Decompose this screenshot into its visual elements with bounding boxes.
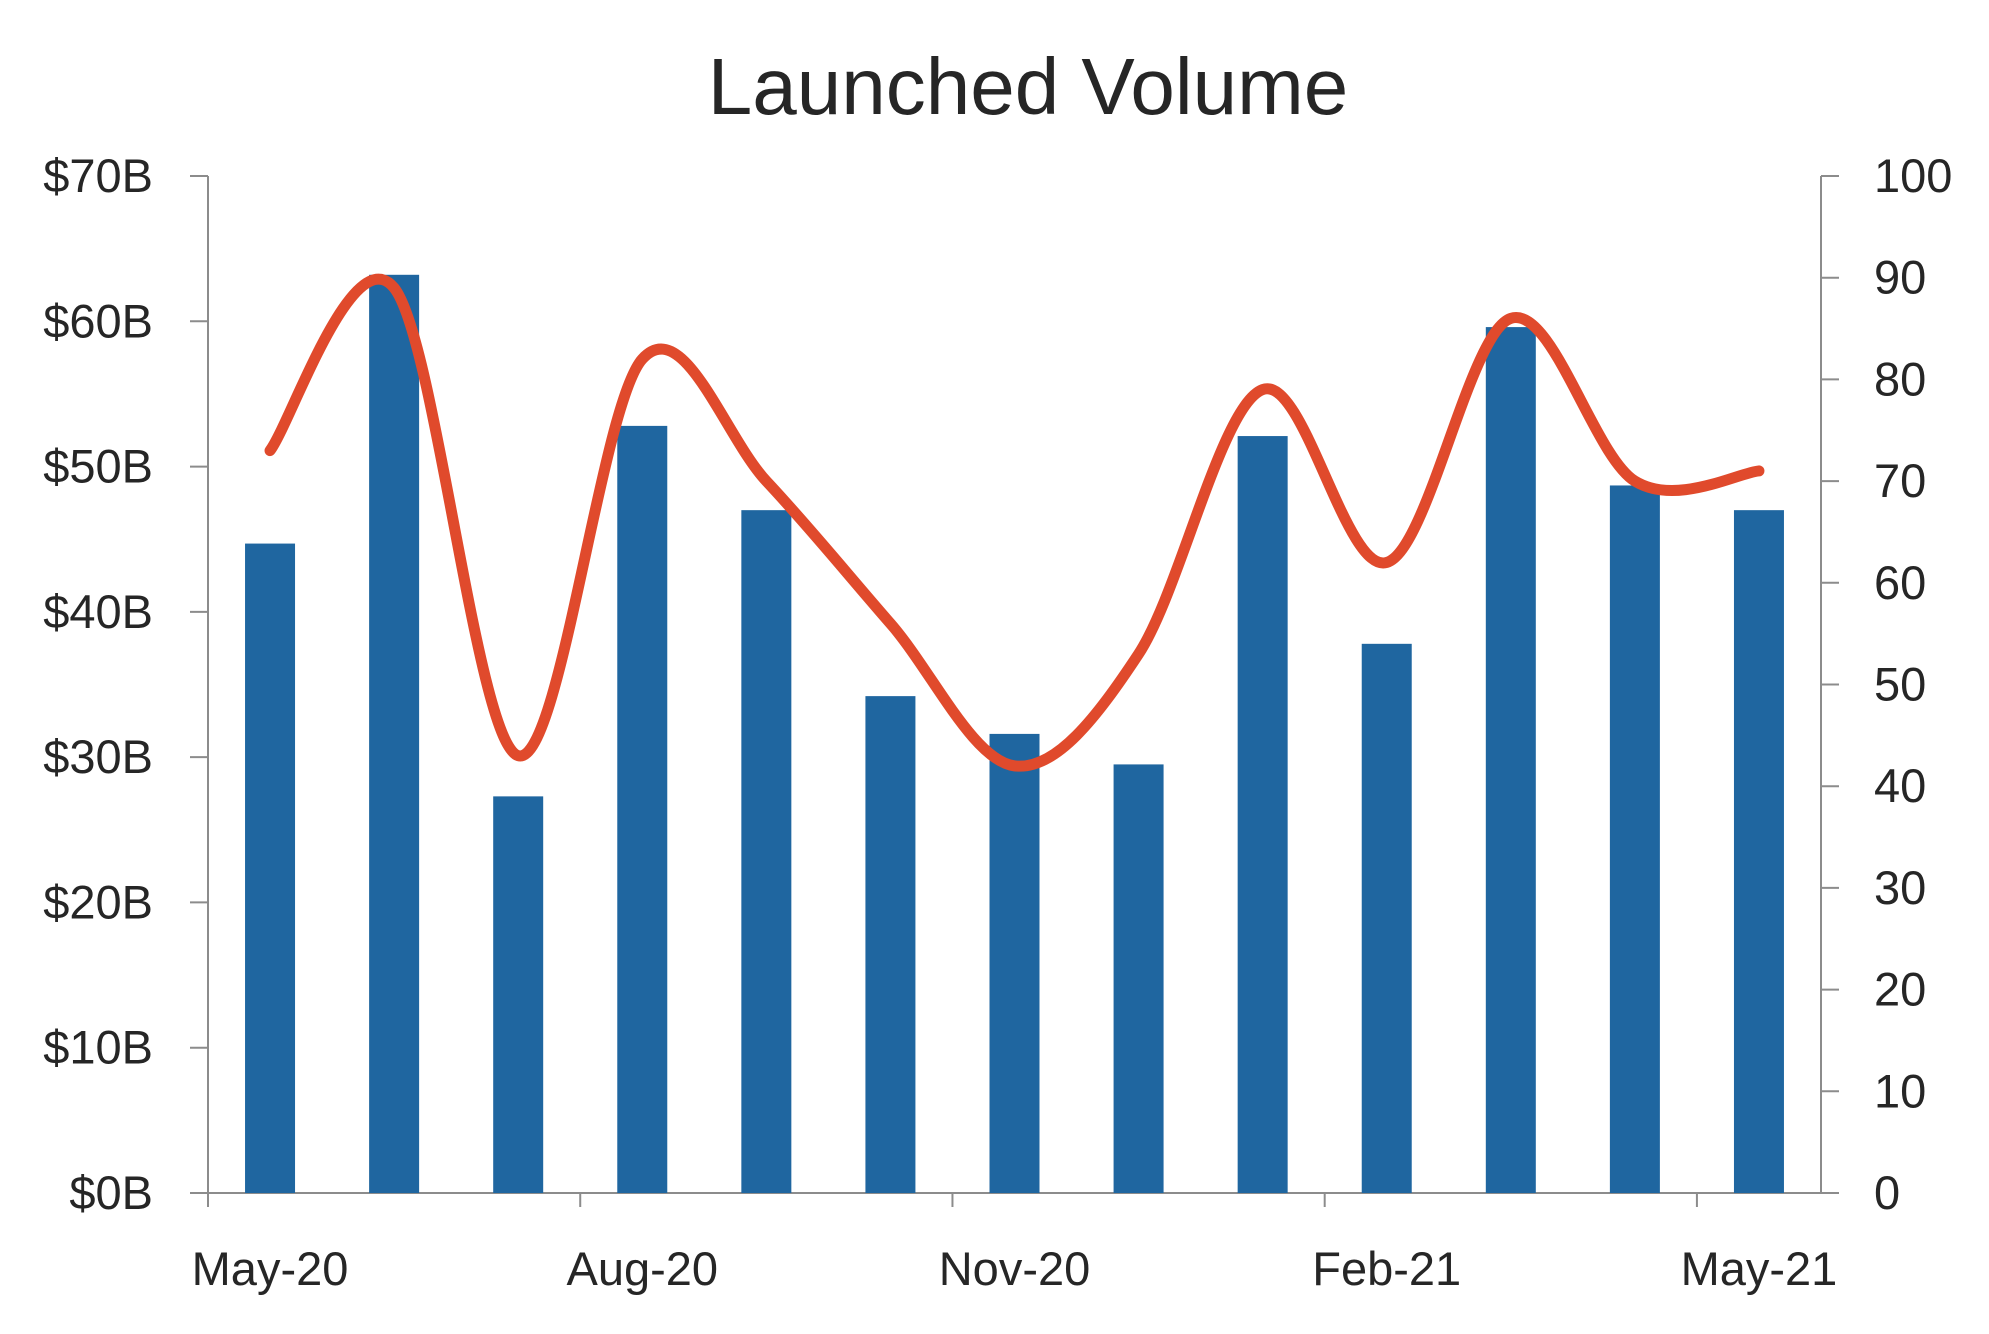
bar: [369, 274, 420, 1193]
bar: [1733, 510, 1784, 1194]
left-axis-tick-label: $20B: [43, 875, 153, 928]
left-axis-tick-label: $70B: [43, 149, 153, 202]
bar: [989, 733, 1040, 1193]
left-axis-tick-label: $50B: [43, 440, 153, 493]
x-axis-tick-label: Aug-20: [566, 1242, 718, 1295]
right-axis-tick-label: 80: [1874, 352, 1926, 405]
left-axis-tick-label: $10B: [43, 1021, 153, 1074]
chart-title: Launched Volume: [708, 42, 1349, 131]
bar: [1609, 485, 1660, 1193]
left-axis-tick-label: $40B: [43, 585, 153, 638]
right-axis-tick-label: 0: [1874, 1166, 1900, 1219]
right-axis-tick-label: 70: [1874, 454, 1926, 507]
bar: [1361, 643, 1412, 1193]
left-y-axis: $0B $10B $20B $30B $40B $50B $60B $70B: [43, 149, 209, 1219]
bar: [245, 543, 296, 1193]
right-axis-tick-label: 90: [1874, 251, 1926, 304]
x-axis-tick-label: Feb-21: [1312, 1242, 1461, 1295]
left-axis-tick-label: $0B: [69, 1166, 153, 1219]
x-axis-tick-label: May-21: [1681, 1242, 1838, 1295]
left-axis-tick-label: $30B: [43, 730, 153, 783]
x-axis: May-20 Aug-20 Nov-20 Feb-21 May-21: [192, 1192, 1838, 1295]
right-axis-tick-label: 100: [1874, 149, 1952, 202]
bar-series: [245, 274, 1784, 1194]
bar: [741, 510, 792, 1194]
bar: [617, 425, 668, 1193]
right-axis-tick-label: 50: [1874, 658, 1926, 711]
right-axis-tick-label: 60: [1874, 556, 1926, 609]
x-axis-tick-label: May-20: [192, 1242, 349, 1295]
left-axis-tick-label: $60B: [43, 294, 153, 347]
line-series: [264, 273, 1765, 772]
right-axis-tick-label: 20: [1874, 963, 1926, 1016]
right-axis-tick-label: 30: [1874, 861, 1926, 914]
right-y-axis: 0 10 20 30 40 50 60 70 80 90 100: [1820, 149, 1952, 1219]
bar: [1237, 436, 1288, 1194]
right-axis-tick-label: 10: [1874, 1064, 1926, 1117]
bar: [1485, 327, 1536, 1193]
right-axis-tick-label: 40: [1874, 759, 1926, 812]
bar: [1113, 764, 1164, 1193]
line-series-path: [264, 273, 1765, 772]
bar: [493, 796, 544, 1193]
bar: [865, 696, 916, 1193]
x-axis-tick-label: Nov-20: [939, 1242, 1091, 1295]
